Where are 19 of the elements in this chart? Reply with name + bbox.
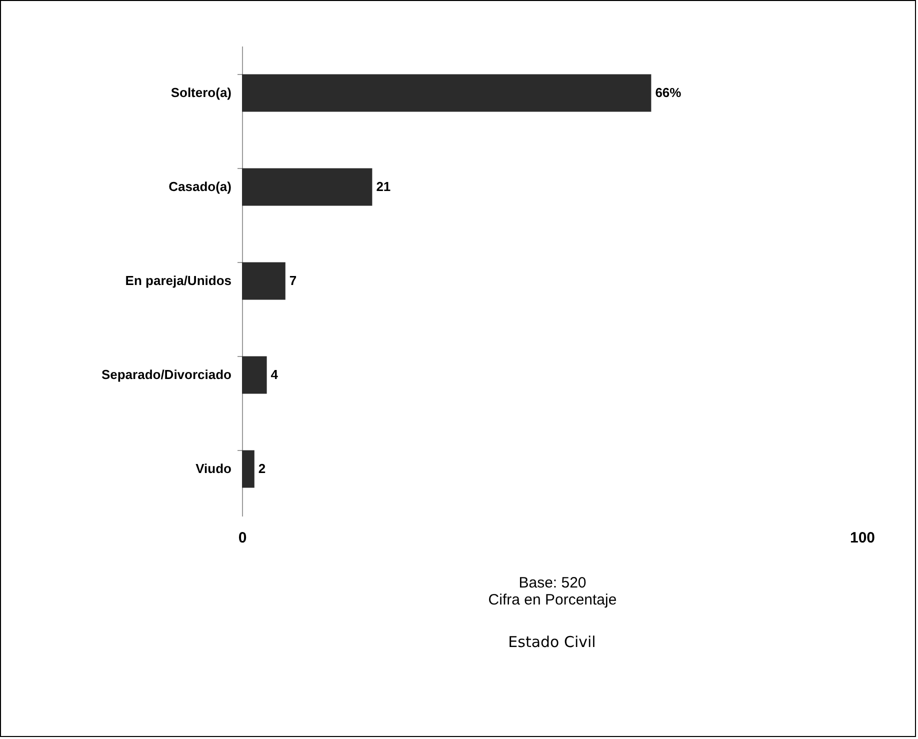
y-tick-label: Casado(a) [168, 179, 232, 194]
y-tick-label: En pareja/Unidos [125, 273, 232, 288]
bar [242, 356, 267, 394]
bar [242, 262, 286, 300]
data-label: 7 [289, 273, 297, 288]
x-tick-label: 0 [238, 530, 247, 546]
y-tick-label: Separado/Divorciado [101, 367, 232, 382]
data-label: 21 [376, 179, 391, 194]
bar [242, 168, 372, 206]
y-tick-label: Viudo [196, 461, 232, 476]
bar [242, 74, 652, 112]
data-label: 66% [655, 85, 682, 100]
y-tick-label: Soltero(a) [170, 85, 232, 100]
data-label: 4 [270, 367, 279, 382]
bar [242, 450, 254, 488]
data-label: 2 [258, 461, 266, 476]
x-axis-title: Base: 520 Cifra en Porcentaje [488, 574, 617, 608]
x-tick-label: 100 [850, 530, 876, 546]
text: Estado Civil [508, 633, 596, 651]
